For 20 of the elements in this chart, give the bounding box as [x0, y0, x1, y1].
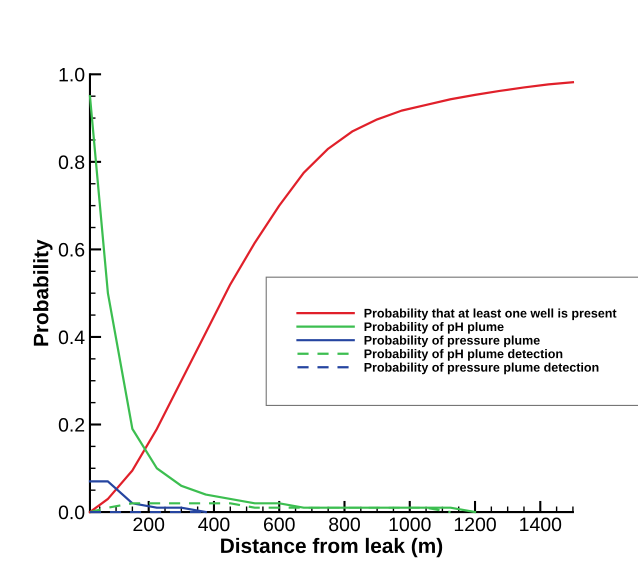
- y-tick-label: 0.0: [58, 506, 84, 520]
- legend-label: Probability of pressure plume: [364, 336, 540, 348]
- x-tick-label: 1200: [454, 517, 496, 532]
- x-axis-title: Distance from leak (m): [221, 538, 442, 558]
- legend-label: Probability of pressure plume detection: [364, 362, 598, 374]
- y-axis-title: Probability: [33, 239, 53, 346]
- y-tick-label: 1.0: [60, 68, 84, 82]
- legend-label: Probability of pH plume detection: [364, 349, 562, 361]
- legend-label: Probability that at least one well is present: [364, 308, 616, 320]
- x-tick-label: 1000: [390, 517, 431, 532]
- x-tick-label: 600: [264, 517, 295, 532]
- x-tick-label: 400: [198, 517, 230, 532]
- legend-label: Probability of pH plume: [364, 322, 504, 334]
- y-tick-label: 0.4: [58, 330, 85, 344]
- y-tick-label: 0.8: [58, 155, 84, 170]
- x-tick-label: 1400: [520, 517, 562, 532]
- x-tick-label: 800: [329, 517, 360, 532]
- y-tick-label: 0.2: [58, 418, 84, 432]
- x-tick-label: 200: [133, 517, 164, 532]
- y-tick-label: 0.6: [58, 242, 84, 257]
